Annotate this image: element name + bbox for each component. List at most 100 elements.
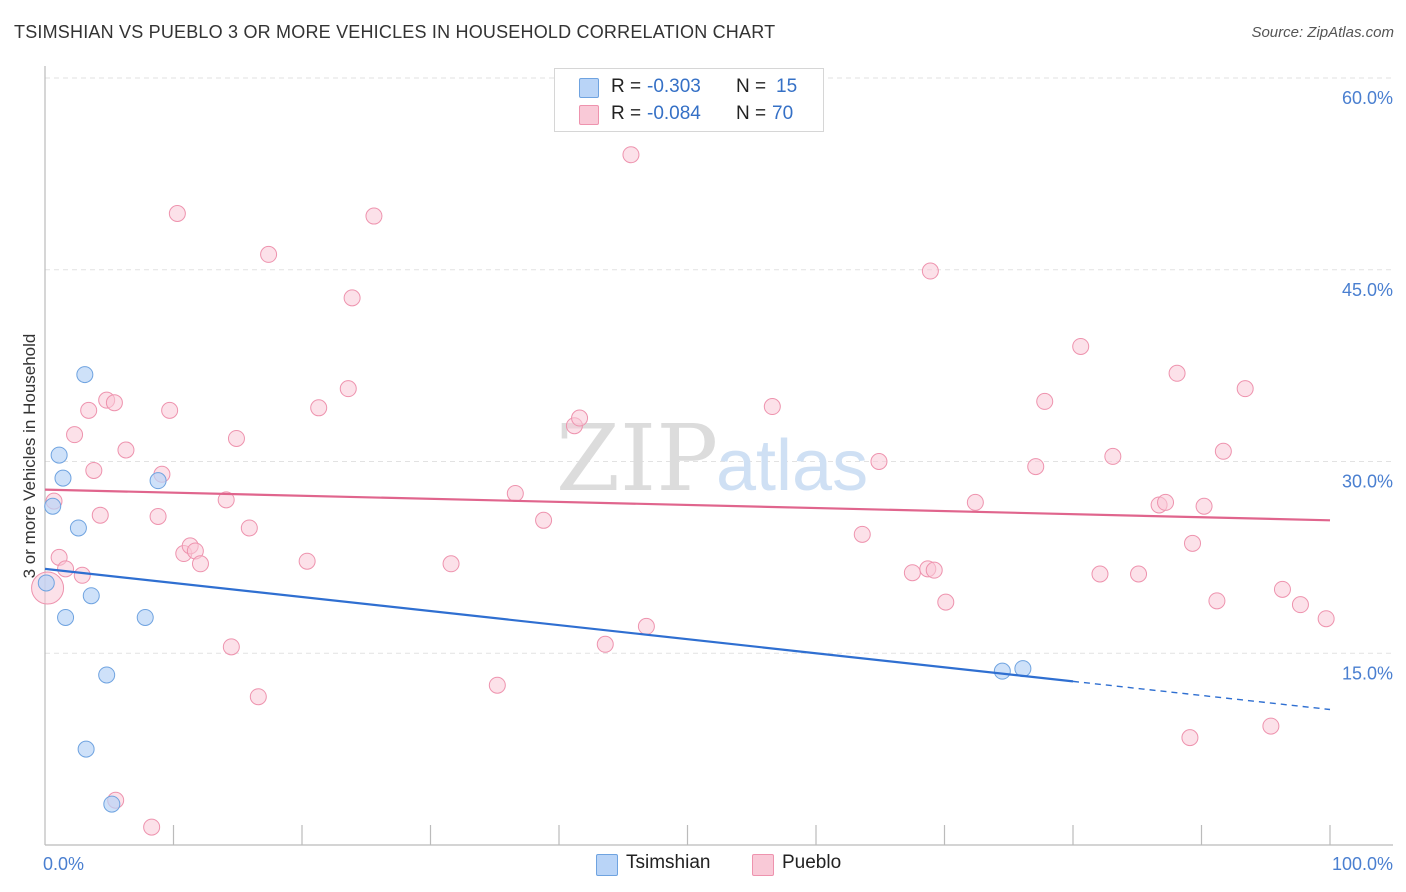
axes [44, 66, 1393, 846]
pueblo-point [571, 409, 589, 427]
pueblo-point [966, 493, 984, 511]
pueblo-point [66, 426, 84, 444]
tsimshian-point [103, 795, 121, 813]
pueblo-point [488, 676, 506, 694]
pueblo-point [227, 429, 245, 447]
r-value: -0.084 [647, 103, 701, 124]
pueblo-point [1181, 729, 1199, 747]
pueblo-point [57, 560, 75, 578]
pueblo-point [1157, 493, 1175, 511]
pueblo-point [298, 552, 316, 570]
legend-item-pueblo[interactable]: Pueblo [752, 852, 852, 876]
tsimshian-legend-swatch [596, 854, 618, 876]
pueblo-point [622, 146, 640, 164]
pueblo-point [117, 441, 135, 459]
pueblo-point [339, 380, 357, 398]
pueblo-point [191, 555, 209, 573]
pueblo-point [143, 818, 161, 836]
pueblo-point [1291, 596, 1309, 614]
pueblo-point [1168, 364, 1186, 382]
tsimshian-points [37, 366, 1032, 813]
tsimshian-point [149, 472, 167, 490]
pueblo-point [168, 205, 186, 223]
r-value: -0.303 [647, 76, 701, 97]
pueblo-point [149, 507, 167, 525]
n-value: 70 [772, 103, 794, 124]
x-tick-label: 0.0% [43, 854, 84, 874]
tsimshian-point [993, 662, 1011, 680]
chart-title: TSIMSHIAN VS PUEBLO 3 OR MORE VEHICLES I… [14, 22, 776, 42]
watermark: ZIP atlas [556, 405, 868, 512]
grid-lines [45, 77, 1393, 654]
stats-box: R = -0.303 N = 15 R = -0.084 N = 70 [554, 68, 824, 132]
pueblo-point [1195, 497, 1213, 515]
pueblo-legend-swatch [752, 854, 774, 876]
legend-label-pueblo: Pueblo [782, 852, 842, 873]
y-tick-label: 60.0% [1342, 88, 1393, 108]
tsimshian-point [44, 497, 62, 515]
tsimshian-swatch [579, 78, 599, 98]
tsimshian-point [98, 666, 116, 684]
legend-item-tsimshian[interactable]: Tsimshian [596, 852, 726, 876]
tsimshian-point [37, 574, 55, 592]
pueblo-point [91, 506, 109, 524]
tsimshian-point [82, 587, 100, 605]
pueblo-point [343, 289, 361, 307]
pueblo-point [921, 262, 939, 280]
n-value: 15 [776, 76, 798, 97]
pueblo-point [1208, 592, 1226, 610]
stats-row-tsimshian: R = -0.303 N = 15 [555, 74, 823, 100]
pueblo-point [1262, 717, 1280, 735]
tsimshian-point [69, 519, 87, 537]
y-axis-label: 3 or more Vehicles in Household [20, 333, 39, 579]
pueblo-point [161, 401, 179, 419]
pueblo-point [1091, 565, 1109, 583]
watermark-atlas: atlas [716, 426, 868, 506]
pueblo-point [1317, 610, 1335, 628]
pueblo-point [925, 561, 943, 579]
pueblo-point [1036, 392, 1054, 410]
pueblo-point [853, 525, 871, 543]
pueblo-point [535, 511, 553, 529]
pueblo-point [937, 593, 955, 611]
tsimshian-point [77, 740, 95, 758]
tsimshian-point [57, 608, 75, 626]
y-tick-label: 30.0% [1342, 472, 1393, 492]
y-tick-label: 45.0% [1342, 280, 1393, 300]
pueblo-point [1027, 458, 1045, 476]
r-label: R = [611, 76, 642, 97]
tsimshian-point [54, 469, 72, 487]
pueblo-point [637, 617, 655, 635]
pueblo-point [903, 564, 921, 582]
tsimshian-trend-extension [1072, 680, 1331, 711]
pueblo-point [596, 635, 614, 653]
pueblo-point [240, 519, 258, 537]
pueblo-point [1273, 580, 1291, 598]
pueblo-point [1184, 534, 1202, 552]
pueblo-point [506, 484, 524, 502]
pueblo-point [222, 638, 240, 656]
pueblo-point [85, 461, 103, 479]
pueblo-point [1072, 337, 1090, 355]
stats-row-pueblo: R = -0.084 N = 70 [555, 101, 823, 127]
y-tick-label: 15.0% [1342, 663, 1393, 683]
pueblo-point [1214, 442, 1232, 460]
tsimshian-point [50, 446, 68, 464]
tsimshian-trend-line [44, 567, 1074, 683]
pueblo-point [249, 688, 267, 706]
trend-lines [44, 488, 1331, 711]
tsimshian-point [76, 366, 94, 384]
pueblo-point [217, 491, 235, 509]
tick-labels: 15.0% 30.0% 45.0% 60.0% 0.0% 100.0% [43, 88, 1393, 874]
r-label: R = [611, 103, 642, 124]
pueblo-point [442, 555, 460, 573]
n-label: N = [736, 76, 767, 97]
pueblo-point [105, 394, 123, 412]
n-label: N = [736, 103, 767, 124]
pueblo-point [1236, 380, 1254, 398]
pueblo-point [870, 453, 888, 470]
pueblo-point [1104, 447, 1122, 465]
pueblo-swatch [579, 105, 599, 125]
x-tick-label: 100.0% [1332, 854, 1393, 874]
